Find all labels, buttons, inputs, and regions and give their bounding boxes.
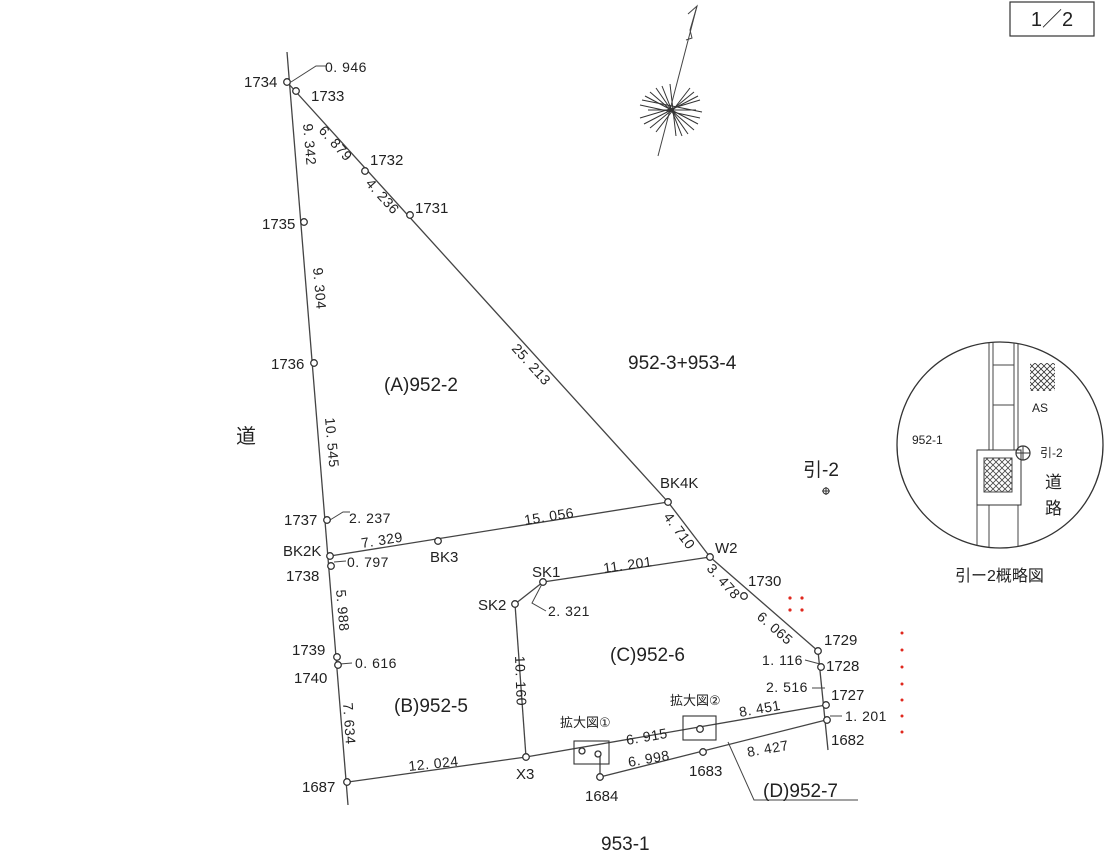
- distance-label: 10. 160: [512, 656, 530, 707]
- point-label-1739: 1739: [292, 642, 325, 659]
- point-label-1736: 1736: [271, 356, 304, 373]
- distance-label: 10. 545: [322, 417, 342, 468]
- point-label-1727: 1727: [831, 687, 864, 704]
- enlarge-label-2: 拡大図②: [670, 693, 721, 708]
- neighbor-label-south: 953-1: [601, 834, 650, 855]
- distance-label: 8. 451: [738, 697, 782, 720]
- inset-hiki-label: 引-2: [1040, 446, 1063, 460]
- inset-road-label-1: 道: [1045, 473, 1062, 492]
- distance-label: 0. 616: [355, 655, 397, 671]
- point-label-sk2: SK2: [478, 597, 506, 614]
- north-arrow-icon: [639, 4, 703, 157]
- distance-label: 9. 342: [300, 123, 320, 166]
- point-label-bk4k: BK4K: [660, 475, 698, 492]
- asphalt-hatch: [1030, 363, 1055, 391]
- hiki-marker-label: 引-2: [803, 459, 839, 481]
- point-label-1735: 1735: [262, 216, 295, 233]
- point-label-1738: 1738: [286, 568, 319, 585]
- survey-points: [283, 78, 831, 786]
- distance-label: 2. 516: [766, 679, 808, 695]
- distance-label: 7. 634: [340, 702, 359, 745]
- distance-label: 0. 797: [347, 554, 389, 570]
- enlarge-box-2: [682, 715, 717, 741]
- benchmark-icon: [822, 487, 830, 495]
- enlarge-label-1: 拡大図①: [560, 715, 611, 730]
- distance-label: 9. 304: [310, 267, 330, 310]
- point-label-1687: 1687: [302, 779, 335, 796]
- distance-label: 6. 915: [625, 725, 669, 748]
- distance-label: 0. 946: [325, 59, 367, 75]
- road-label: 道: [236, 425, 256, 448]
- distance-label: 11. 201: [602, 553, 653, 576]
- distance-label: 25. 213: [509, 340, 554, 388]
- point-label-bk3: BK3: [430, 549, 458, 566]
- point-label-1734: 1734: [244, 74, 277, 91]
- inset-parcel-label: 952-1: [912, 433, 943, 447]
- point-label-1737: 1737: [284, 512, 317, 529]
- inset-road-label-2: 路: [1045, 499, 1062, 518]
- point-label-1682: 1682: [831, 732, 864, 749]
- point-label-1731: 1731: [415, 200, 448, 217]
- distance-label: 6. 998: [627, 747, 671, 770]
- distance-label: 15. 056: [523, 504, 575, 528]
- inset-as-label: AS: [1032, 401, 1048, 415]
- point-label-sk1: SK1: [532, 564, 560, 581]
- point-label-bk2k: BK2K: [283, 543, 321, 560]
- distance-label: 2. 237: [349, 510, 391, 526]
- neighbor-label-north: 952-3+953-4: [628, 353, 737, 374]
- point-label-1684: 1684: [585, 788, 618, 805]
- distance-label: 12. 024: [408, 753, 460, 774]
- distance-label: 4. 236: [363, 175, 403, 217]
- point-label-x3: X3: [516, 766, 534, 783]
- inset-diagram: AS 952-1 引-2 道 路: [896, 341, 1104, 549]
- parcel-label-c: (C)952-6: [610, 645, 685, 666]
- distance-label: 7. 329: [360, 529, 404, 551]
- point-label-1683: 1683: [689, 763, 722, 780]
- distance-label: 1. 116: [762, 652, 803, 668]
- distance-label: 2. 321: [548, 603, 590, 619]
- point-label-1728: 1728: [826, 658, 859, 675]
- point-label-1732: 1732: [370, 152, 403, 169]
- boundary-lines: [286, 51, 858, 806]
- point-label-1740: 1740: [294, 670, 327, 687]
- point-label-w2: W2: [715, 540, 738, 557]
- enlarge-box-1: [573, 740, 610, 765]
- distance-label: 1. 201: [845, 708, 887, 724]
- point-label-1729: 1729: [824, 632, 857, 649]
- inset-caption: 引ー2概略図: [955, 567, 1044, 585]
- parcel-label-d: (D)952-7: [763, 781, 838, 802]
- distance-label: 8. 427: [746, 737, 790, 760]
- distance-label: 5. 988: [333, 589, 353, 632]
- parcel-label-a: (A)952-2: [384, 375, 458, 396]
- red-dot-markers: [788, 596, 904, 734]
- parcel-label-b: (B)952-5: [394, 696, 468, 717]
- point-label-1733: 1733: [311, 88, 344, 105]
- distance-label: 4. 710: [661, 509, 699, 552]
- distance-label: 6. 879: [316, 122, 356, 164]
- point-label-1730: 1730: [748, 573, 781, 590]
- page-number: 1／2: [1031, 9, 1073, 31]
- page-number-box: [1009, 1, 1095, 37]
- inset-benchmark-icon: [1015, 445, 1031, 461]
